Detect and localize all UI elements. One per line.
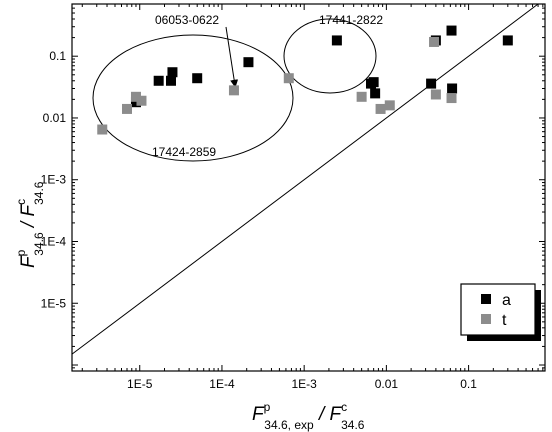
data-point-t xyxy=(136,95,147,106)
x-label-f: F xyxy=(252,404,265,425)
y-tick-label: 1E-5 xyxy=(41,296,67,310)
data-point-a xyxy=(331,35,342,46)
x-label-f2: F xyxy=(330,404,343,425)
data-point-a xyxy=(447,83,458,94)
legend-box xyxy=(460,283,536,336)
x-tick-label: 0.01 xyxy=(375,377,399,391)
annotation-17441-2822: 17441-2822 xyxy=(319,13,383,27)
legend-marker-t xyxy=(481,314,491,324)
x-label-sep: / xyxy=(314,404,330,425)
data-point-t xyxy=(122,103,133,114)
data-point-a xyxy=(167,67,178,78)
x-tick-label: 1E-4 xyxy=(209,377,235,391)
y-label-sup-c: c xyxy=(14,199,28,205)
annotation-17424-2859: 17424-2859 xyxy=(152,145,216,159)
data-point-t xyxy=(228,85,239,96)
data-points xyxy=(97,25,513,135)
data-point-a xyxy=(243,57,254,68)
data-point-t xyxy=(430,89,441,100)
data-point-a xyxy=(502,35,513,46)
x-label-sup-c: c xyxy=(341,400,347,414)
legend-label-a: a xyxy=(502,292,511,309)
y-tick-label: 1E-3 xyxy=(41,173,67,187)
y-label-f: F xyxy=(18,255,39,268)
x-label-sub2: 34.6 xyxy=(341,418,365,432)
data-point-t xyxy=(130,91,141,102)
data-point-t xyxy=(429,36,440,47)
y-label-sub2: 34.6 xyxy=(32,181,46,205)
data-point-a xyxy=(165,75,176,86)
y-axis-ticks: 1E-5 1E-4 1E-3 0.01 0.1 xyxy=(41,7,545,372)
data-point-a xyxy=(446,25,457,36)
annotation-arrow xyxy=(225,26,239,88)
y-tick-label: 1E-4 xyxy=(41,234,67,248)
legend: a t xyxy=(460,283,541,341)
group-ellipse-17424-2859 xyxy=(92,34,294,162)
x-axis-ticks: 1E-5 1E-4 1E-3 0.01 0.1 xyxy=(81,4,544,391)
y-label-sub: 34.6 xyxy=(32,232,46,256)
data-point-t xyxy=(384,100,395,111)
reference-line-y-equals-x xyxy=(71,3,539,355)
x-tick-label: 1E-3 xyxy=(291,377,317,391)
x-label-sub: 34.6, exp xyxy=(264,418,314,432)
data-point-a xyxy=(153,75,164,86)
data-point-a xyxy=(370,88,381,99)
legend-marker-a xyxy=(481,294,491,304)
legend-label-t: t xyxy=(502,312,507,329)
plot-frame xyxy=(71,3,546,372)
x-axis-label: Fp 34.6, exp / Fc 34.6 xyxy=(252,400,365,432)
y-tick-label: 0.01 xyxy=(43,111,67,125)
data-point-a xyxy=(368,77,379,88)
x-label-sup-p: p xyxy=(264,400,271,414)
data-point-t xyxy=(97,124,108,135)
data-point-a xyxy=(130,97,141,108)
annotation-06053-0622: 06053-0622 xyxy=(155,13,219,27)
y-tick-label: 0.1 xyxy=(49,49,66,63)
data-point-t xyxy=(446,93,457,104)
data-point-t xyxy=(375,103,386,114)
y-axis-label: Fp 34.6 / Fc 34.6 xyxy=(14,181,46,268)
group-ellipse-17441-2822 xyxy=(283,18,377,94)
data-point-a xyxy=(426,78,437,89)
x-tick-label: 0.1 xyxy=(460,377,477,391)
y-label-sup-p: p xyxy=(14,249,28,256)
y-label-sep: / xyxy=(18,217,39,233)
data-point-a xyxy=(192,73,203,84)
data-point-t xyxy=(356,91,367,102)
y-label-f2: F xyxy=(18,204,39,217)
data-point-t xyxy=(283,73,294,84)
x-tick-label: 1E-5 xyxy=(127,377,153,391)
